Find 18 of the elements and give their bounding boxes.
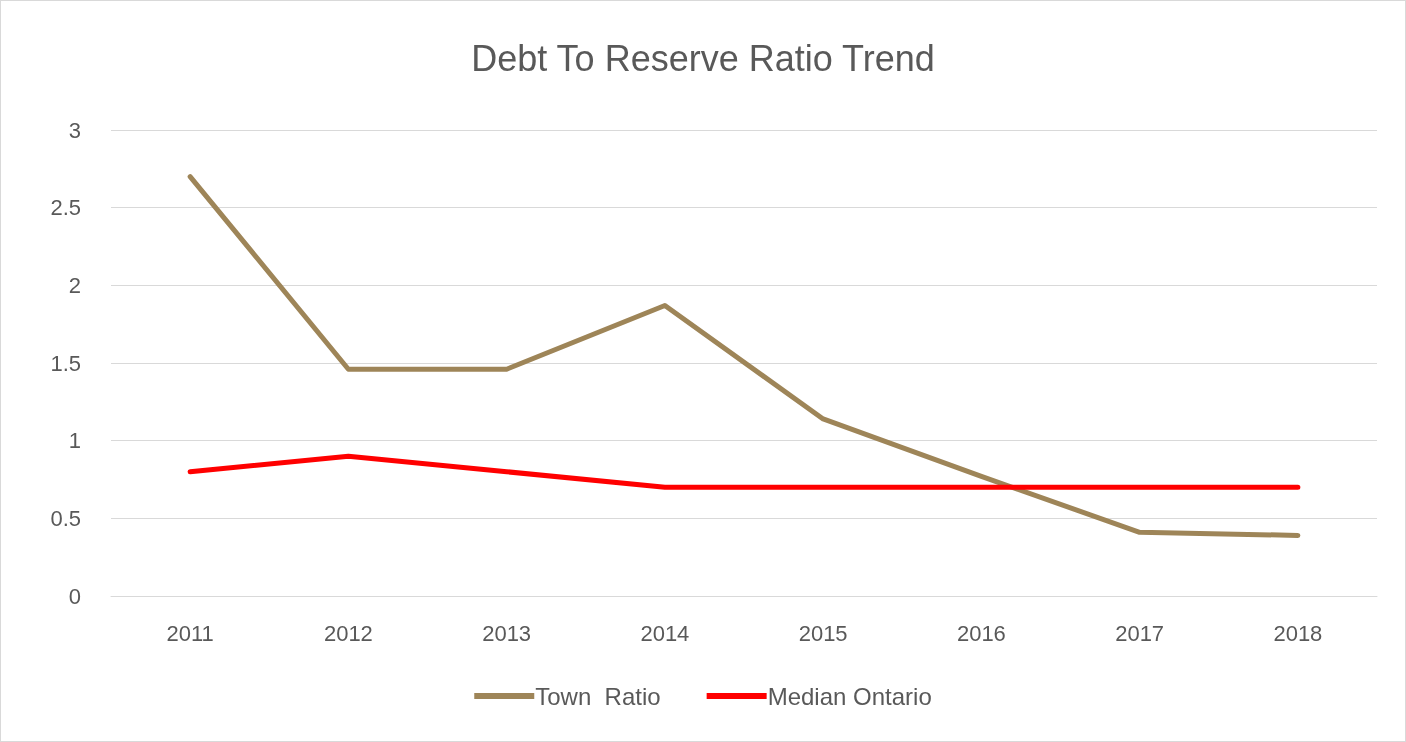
y-tick-label: 1 <box>68 428 81 454</box>
x-tick-label: 2011 <box>166 620 214 646</box>
x-tick-label: 2016 <box>956 620 1006 646</box>
x-tick-label: 2015 <box>798 620 848 646</box>
chart-title: Debt To Reserve Ratio Trend <box>471 37 935 79</box>
y-tick-label: 3 <box>68 117 81 143</box>
y-tick-label: 0.5 <box>50 505 81 531</box>
legend-label: Median Ontario <box>767 682 932 710</box>
y-tick-label: 2.5 <box>50 195 81 221</box>
y-tick-label: 2 <box>68 272 81 298</box>
x-tick-label: 2013 <box>482 620 532 646</box>
x-tick-label: 2012 <box>323 620 373 646</box>
x-tick-label: 2017 <box>1115 620 1165 646</box>
x-tick-label: 2018 <box>1273 620 1323 646</box>
legend-label: Town Ratio <box>535 682 661 710</box>
y-tick-label: 1.5 <box>50 350 81 376</box>
x-tick-label: 2014 <box>640 620 690 646</box>
y-tick-label: 0 <box>68 583 81 609</box>
